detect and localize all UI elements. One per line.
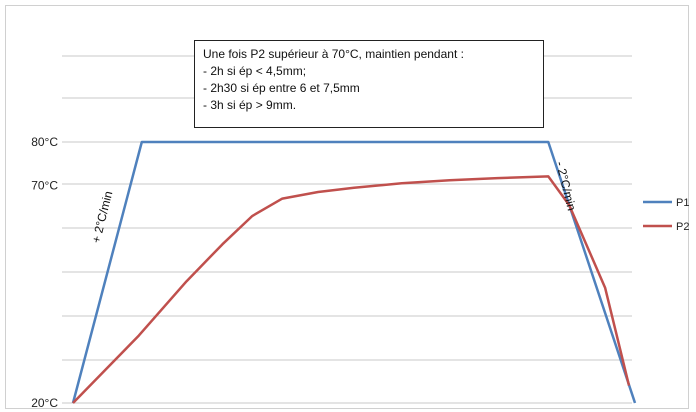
note-line-4: - 3h si ép > 9mm.: [203, 98, 297, 112]
series-line-p1: [71, 140, 637, 404]
y-tick-labels: 80°C 70°C 20°C: [31, 135, 58, 410]
annotation-ramp-down: - 2°C/min: [553, 160, 579, 212]
annotation-ramp-up: + 2°C/min: [89, 190, 115, 245]
legend-label-p2: P2: [676, 221, 689, 233]
note-line-2: - 2h si ép < 4,5mm;: [203, 64, 307, 78]
y-tick-label: 70°C: [31, 179, 58, 193]
y-tick-label: 20°C: [31, 396, 58, 410]
slope-annotations: + 2°C/min - 2°C/min: [89, 160, 579, 245]
legend: P1 P2: [643, 197, 689, 233]
note-line-3: - 2h30 si ép entre 6 et 7,5mm: [203, 81, 360, 95]
holding-time-note: Une fois P2 supérieur à 70°C, maintien p…: [194, 40, 544, 128]
series-line-p2: [72, 175, 631, 404]
series-lines: [71, 140, 637, 404]
y-tick-label: 80°C: [31, 135, 58, 149]
note-line-1: Une fois P2 supérieur à 70°C, maintien p…: [203, 47, 464, 61]
legend-label-p1: P1: [676, 197, 689, 209]
